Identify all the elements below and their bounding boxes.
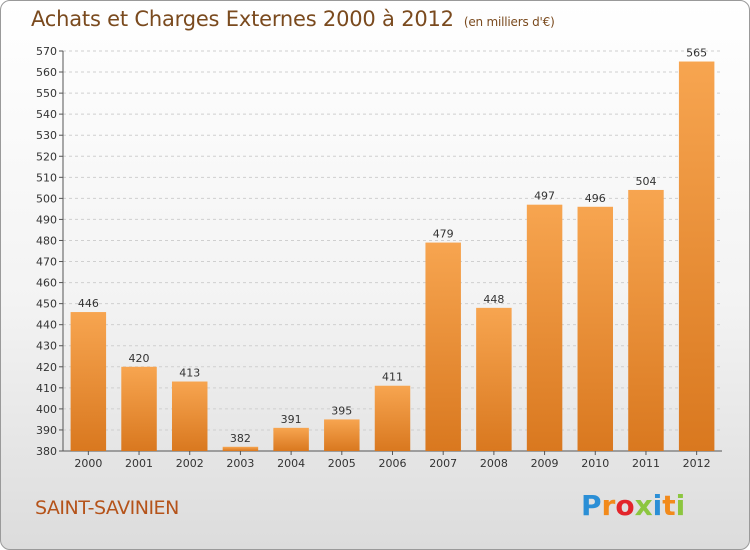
y-tick-label: 450 <box>36 298 57 311</box>
bar-2010 <box>577 206 614 451</box>
logo-letter: x <box>634 489 653 522</box>
value-label-2012: 565 <box>686 47 707 60</box>
y-tick-label: 550 <box>36 87 57 100</box>
axis-layer: 380 390 400 410 420 430 440 450 460 470 480 490 500 5… <box>36 45 722 470</box>
logo-letter: r <box>601 489 616 522</box>
logo-letter: i <box>652 489 663 522</box>
x-tick-label-2011: 2011 <box>632 457 660 470</box>
chart-title-text: Achats et Charges Externes 2000 à 2012 <box>31 7 454 31</box>
value-label-2002: 413 <box>179 367 200 380</box>
bar-2002 <box>171 381 208 451</box>
proxiti-logo: Proxiti <box>581 489 685 522</box>
value-label-2007: 479 <box>433 228 454 241</box>
y-tick-label: 460 <box>36 277 57 290</box>
y-tick-label: 390 <box>36 424 57 437</box>
value-label-2001: 420 <box>129 352 150 365</box>
value-label-2000: 446 <box>78 297 99 310</box>
value-label-2009: 497 <box>534 190 555 203</box>
x-tick-label-2002: 2002 <box>176 457 204 470</box>
bar-2011 <box>628 189 664 451</box>
x-tick-label-2004: 2004 <box>277 457 305 470</box>
y-tick-label: 540 <box>36 108 57 121</box>
y-tick-label: 570 <box>36 45 57 58</box>
bar-2009 <box>526 204 563 451</box>
bar-2000 <box>70 312 107 451</box>
y-tick-label: 530 <box>36 129 57 142</box>
logo-letter: t <box>662 489 676 522</box>
y-tick-label: 480 <box>36 234 57 247</box>
x-tick-label-2007: 2007 <box>429 457 457 470</box>
value-label-2004: 391 <box>281 413 302 426</box>
x-tick-label-2001: 2001 <box>125 457 153 470</box>
value-label-2008: 448 <box>483 293 504 306</box>
y-tick-label: 510 <box>36 171 57 184</box>
bar-2004 <box>273 427 309 451</box>
x-tick-label-2010: 2010 <box>581 457 609 470</box>
y-tick-label: 430 <box>36 340 57 353</box>
y-tick-label: 400 <box>36 403 57 416</box>
bar-layer <box>70 61 715 452</box>
bar-2001 <box>121 366 157 451</box>
y-tick-label: 500 <box>36 192 57 205</box>
y-tick-label: 560 <box>36 66 57 79</box>
value-label-2005: 395 <box>331 404 352 417</box>
x-tick-label-2012: 2012 <box>683 457 711 470</box>
bar-2012 <box>678 61 715 452</box>
bar-2003 <box>222 446 259 451</box>
commune-name: SAINT-SAVINIEN <box>35 497 179 519</box>
x-tick-label-2000: 2000 <box>74 457 102 470</box>
y-tick-label: 380 <box>36 445 57 458</box>
logo-letter: o <box>615 489 635 522</box>
value-label-2006: 411 <box>382 371 403 384</box>
y-tick-label: 420 <box>36 361 57 374</box>
logo-letter: i <box>675 489 686 522</box>
x-tick-label-2008: 2008 <box>480 457 508 470</box>
y-tick-label: 440 <box>36 319 57 332</box>
x-tick-label-2009: 2009 <box>531 457 559 470</box>
y-tick-label: 410 <box>36 382 57 395</box>
y-tick-label: 490 <box>36 213 57 226</box>
bar-2007 <box>425 242 461 451</box>
bar-2008 <box>476 307 512 451</box>
x-tick-label-2005: 2005 <box>328 457 356 470</box>
chart-unit: (en milliers d'€) <box>463 15 555 29</box>
value-label-2011: 504 <box>635 175 656 188</box>
x-tick-label-2003: 2003 <box>226 457 254 470</box>
bar-2005 <box>324 419 360 451</box>
logo-letter: P <box>581 489 602 522</box>
chart-title: Achats et Charges Externes 2000 à 2012 (e… <box>31 7 555 31</box>
label-layer: 446 420 413 382 391 395 411 479 448 497 496 504 565 <box>78 47 707 445</box>
y-tick-label: 520 <box>36 150 57 163</box>
value-label-2003: 382 <box>230 432 251 445</box>
x-tick-label-2006: 2006 <box>379 457 407 470</box>
value-label-2010: 496 <box>585 192 606 205</box>
y-tick-label: 470 <box>36 256 57 269</box>
bar-2006 <box>374 385 411 451</box>
